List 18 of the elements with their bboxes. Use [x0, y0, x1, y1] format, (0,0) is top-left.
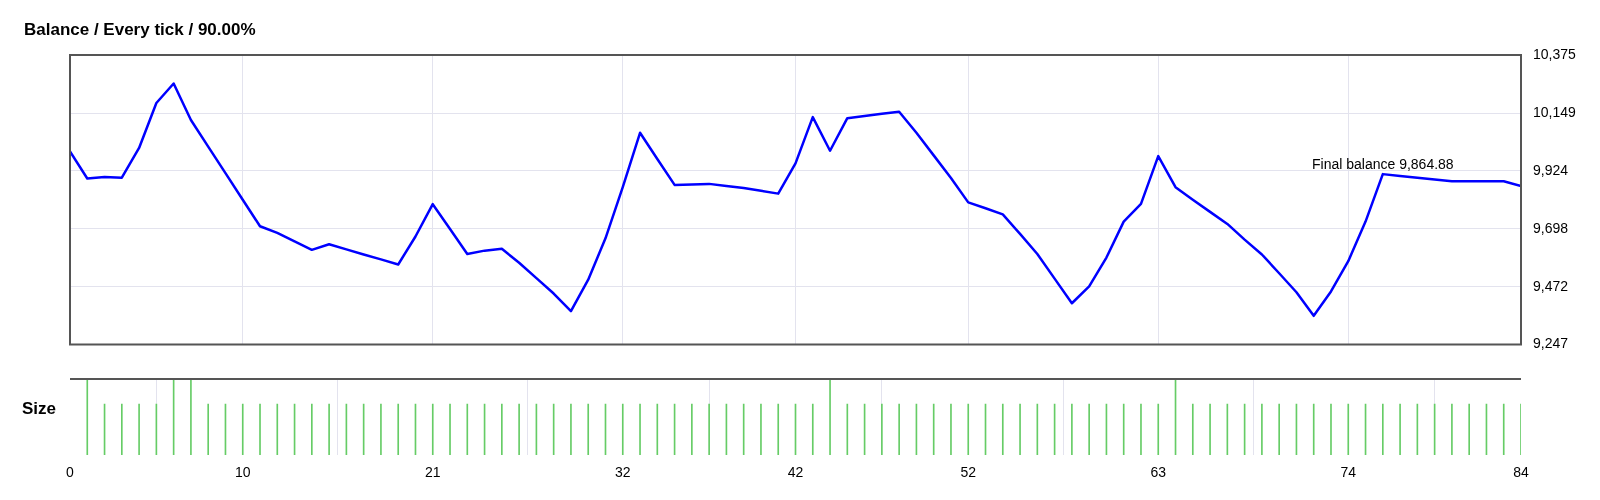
y-axis-title: Size: [22, 399, 57, 419]
x-tick-label: 84: [1513, 464, 1529, 481]
y-tick-label: 10,375: [1533, 45, 1577, 62]
x-tick-label: 21: [424, 464, 441, 481]
x-tick-label: 63: [1150, 464, 1167, 481]
y-tick-label: 9,924: [1533, 161, 1569, 178]
x-tick-label: 42: [787, 464, 804, 481]
x-tick-label: 0: [66, 464, 75, 481]
y-tick-label: 9,698: [1533, 219, 1569, 236]
y-tick-label: 10,149: [1533, 103, 1577, 120]
x-tick-label: 10: [234, 464, 251, 481]
x-tick-label: 74: [1340, 464, 1357, 481]
x-tick-label: 52: [960, 464, 977, 481]
x-tick-label: 32: [614, 464, 631, 481]
y-tick-label: 9,472: [1533, 277, 1569, 294]
annotation: Final balance 9,864.88: [1311, 155, 1454, 172]
chart-title: Balance / Every tick / 90.00%: [24, 20, 256, 40]
y-tick-label: 9,247: [1533, 335, 1569, 352]
